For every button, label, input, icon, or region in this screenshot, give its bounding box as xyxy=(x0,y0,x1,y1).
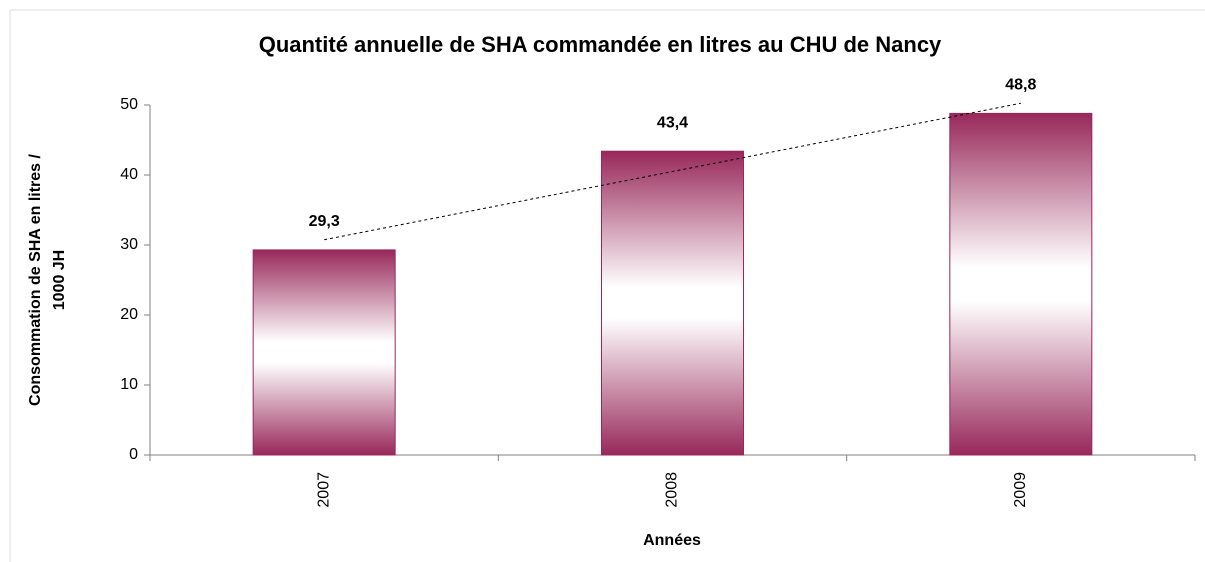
y-tick-label: 20 xyxy=(120,306,138,323)
y-tick-label: 40 xyxy=(120,166,138,183)
bar xyxy=(949,112,1093,456)
x-axis-label: Années xyxy=(643,532,701,549)
trendline xyxy=(324,102,1021,241)
x-tick-label: 2009 xyxy=(1012,472,1029,508)
chart-title: Quantité annuelle de SHA commandée en li… xyxy=(259,32,942,57)
y-tick-label: 50 xyxy=(120,96,138,113)
value-label: 48,8 xyxy=(1005,77,1036,94)
y-axis-label: 1000 JH xyxy=(51,250,68,311)
y-tick-label: 10 xyxy=(120,376,138,393)
y-tick-label: 0 xyxy=(129,446,138,463)
value-label: 29,3 xyxy=(309,213,340,230)
x-tick-label: 2007 xyxy=(315,472,332,508)
x-tick-label: 2008 xyxy=(664,472,681,508)
bar xyxy=(601,150,744,456)
y-tick-label: 30 xyxy=(120,236,138,253)
value-label: 43,4 xyxy=(657,114,688,131)
y-axis-label: Consommation de SHA en litres / xyxy=(27,154,44,406)
bar xyxy=(252,249,396,456)
